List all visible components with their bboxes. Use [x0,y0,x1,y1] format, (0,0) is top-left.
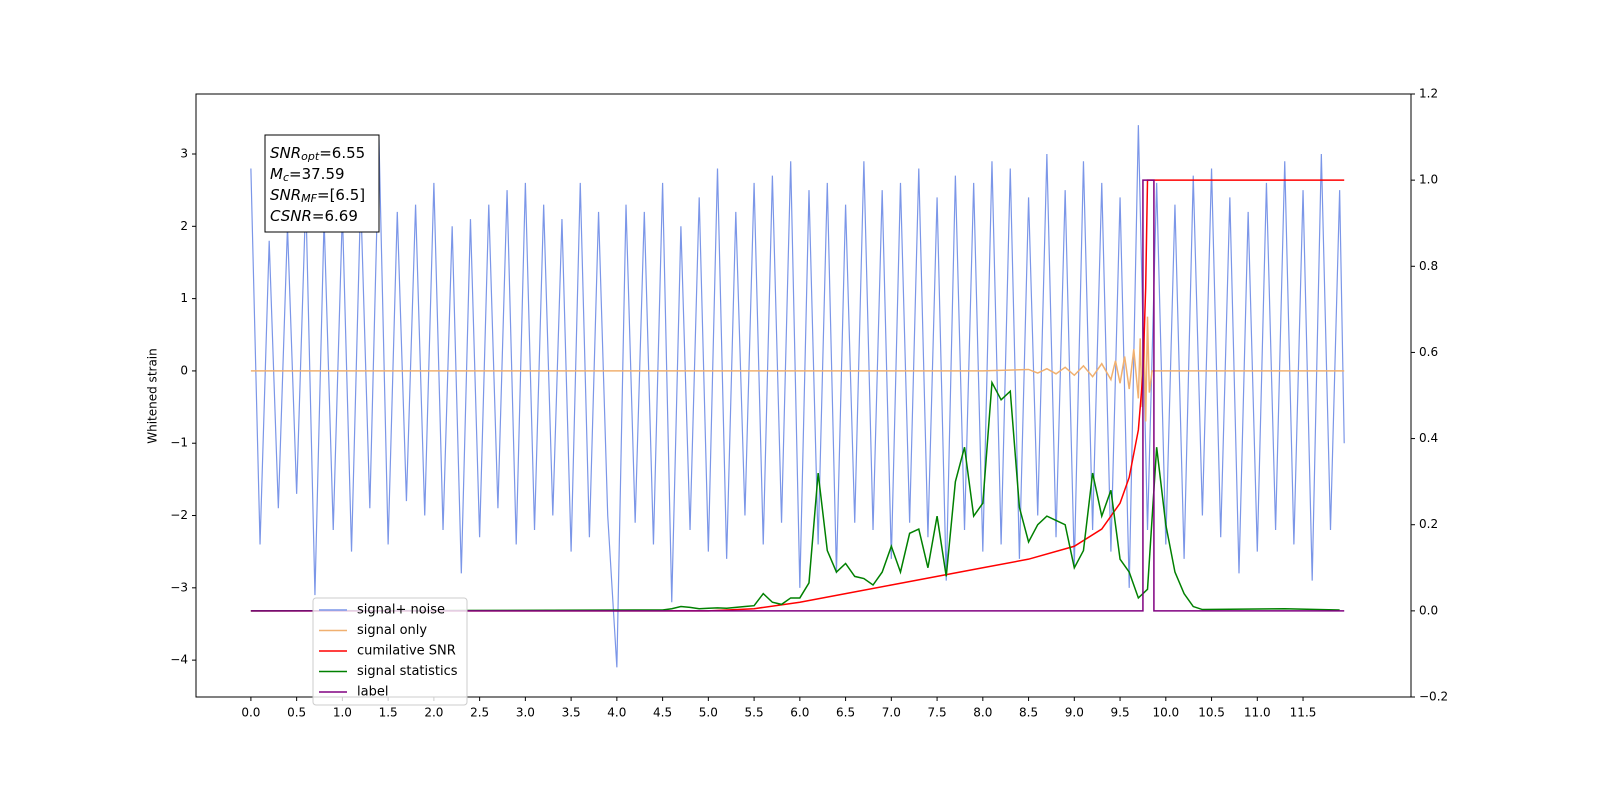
x-tick-label: 6.0 [790,706,809,720]
x-tick-label: 2.0 [424,706,443,720]
x-tick-label: 10.5 [1198,706,1225,720]
y-tick-label: 0 [180,363,188,377]
x-tick-label: 8.0 [973,706,992,720]
legend-label: signal statistics [357,664,458,679]
y-tick-label: 1 [180,291,188,305]
y2-tick-label: −0.2 [1419,690,1448,704]
y-tick-label: 2 [180,219,188,233]
plot-frame [195,93,1412,698]
x-tick-label: 0.0 [241,706,260,720]
x-tick-label: 3.5 [562,706,581,720]
annotation-text: =6.69 [312,207,358,225]
annotation-frame [264,134,380,233]
x-tick-label: 5.5 [745,706,764,720]
series-line [250,179,1345,612]
x-tick-label: 1.5 [379,706,398,720]
annotation-line: CSNR=6.69 [270,207,358,225]
x-tick-label: 1.0 [333,706,352,720]
annotation-subscript: MF [301,192,317,205]
y-tick-label: −1 [170,436,188,450]
legend-frame [312,597,468,706]
annotation-symbol: SNR [270,144,301,162]
y-tick-label: −2 [170,508,188,522]
annotation-symbol: CSNR [270,207,312,225]
y2-tick-label: 1.2 [1419,87,1438,101]
x-tick-label: 7.0 [882,706,901,720]
x-tick-label: 9.0 [1065,706,1084,720]
legend-label: cumilative SNR [357,644,456,659]
legend-label: signal only [357,623,427,638]
y2-tick-label: 0.0 [1419,603,1438,617]
x-tick-label: 11.5 [1290,706,1317,720]
y2-tick-label: 0.4 [1419,431,1438,445]
annotation-text: =[6.5] [317,186,365,204]
x-tick-label: 2.5 [470,706,489,720]
annotation-line: Mc=37.59 [270,165,345,185]
x-tick-label: 7.5 [928,706,947,720]
y2-tick-label: 0.8 [1419,259,1438,273]
annotation-symbol: SNR [270,186,301,204]
x-tick-label: 3.0 [516,706,535,720]
annotation-line: SNRMF=[6.5] [270,186,365,206]
x-tick-label: 8.5 [1019,706,1038,720]
y2-tick-label: 0.2 [1419,517,1438,531]
legend: signal+ noise signal only cumilative SNR si… [312,597,468,706]
y-tick-label: −3 [170,580,188,594]
x-tick-label: 0.5 [287,706,306,720]
annotation-subscript: opt [301,150,320,163]
y2-tick-label: 0.6 [1419,345,1438,359]
y-tick-label: 3 [180,147,188,161]
x-tick-label: 6.5 [836,706,855,720]
series-line [250,316,1345,422]
annotation-subscript: c [283,171,289,184]
y-tick-label: −4 [170,653,188,667]
x-tick-label: 9.5 [1111,706,1130,720]
series-line [250,125,1345,668]
y-axis-label: Whitened strain [146,348,160,444]
legend-label: label [357,685,388,700]
y2-tick-label: 1.0 [1419,173,1438,187]
x-tick-label: 5.0 [699,706,718,720]
annotation-text: =37.59 [289,165,345,183]
x-tick-label: 4.5 [653,706,672,720]
annotation-line: SNRopt=6.55 [270,144,365,164]
x-tick-label: 11.0 [1244,706,1271,720]
annotation-text: =6.55 [319,144,365,162]
legend-label: signal+ noise [357,603,445,618]
x-tick-label: 10.0 [1152,706,1179,720]
series-line [250,379,1340,612]
annotation-symbol: M [270,165,283,183]
x-tick-label: 4.0 [607,706,626,720]
